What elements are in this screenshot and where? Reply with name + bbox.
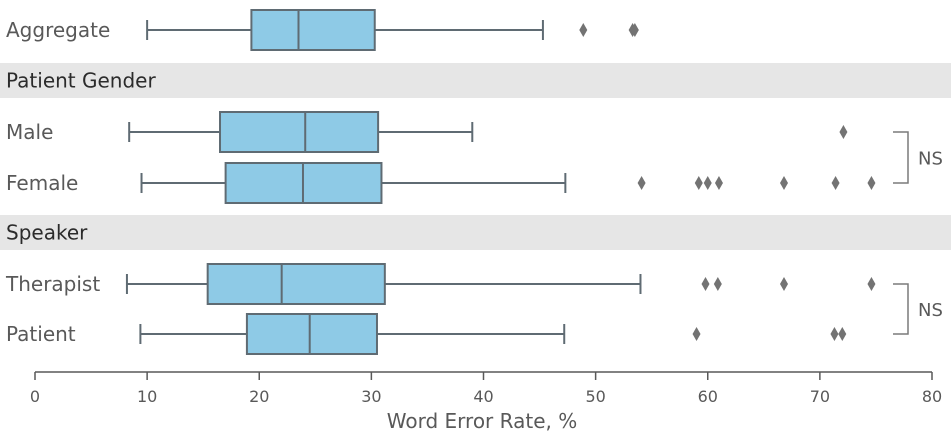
ns-label: NS	[918, 300, 943, 321]
x-tick-label: 10	[137, 387, 157, 406]
outlier-point	[838, 327, 847, 341]
row-label: Male	[6, 120, 53, 144]
outlier-point	[703, 176, 712, 190]
box-row: Aggregate	[6, 9, 639, 51]
x-axis: 0 10 20 30 40 50 60 70 80	[30, 371, 942, 406]
x-tick-label: 50	[585, 387, 605, 406]
outlier-point	[831, 176, 840, 190]
outlier-point	[701, 277, 710, 291]
outlier-point	[637, 176, 646, 190]
row-label: Female	[6, 171, 78, 195]
box-row: Therapist	[5, 263, 876, 305]
x-tick-label: 80	[922, 387, 942, 406]
significance-brackets: NS NS	[893, 131, 943, 335]
outlier-point	[630, 23, 639, 37]
iqr-box	[219, 111, 380, 153]
ns-bracket	[893, 131, 909, 184]
box-row: Female	[6, 162, 876, 204]
box-row: Male	[6, 111, 848, 153]
outlier-point	[867, 277, 876, 291]
outlier-point	[692, 327, 701, 341]
row-label: Patient	[6, 322, 76, 346]
row-label: Therapist	[5, 272, 100, 296]
x-tick-label: 70	[810, 387, 830, 406]
outlier-point	[579, 23, 588, 37]
outlier-point	[714, 176, 723, 190]
section-bands: Patient Gender Speaker	[0, 63, 951, 250]
x-tick-label: 60	[698, 387, 718, 406]
outlier-point	[779, 277, 788, 291]
section-band	[0, 63, 951, 98]
x-tick-label: 20	[249, 387, 269, 406]
ns-label: NS	[918, 149, 943, 170]
outlier-point	[839, 125, 848, 139]
x-axis-title: Word Error Rate, %	[387, 409, 577, 433]
iqr-box	[245, 313, 378, 355]
iqr-box	[206, 263, 386, 305]
outlier-point	[694, 176, 703, 190]
ns-bracket	[893, 283, 909, 335]
iqr-box	[250, 9, 376, 51]
outlier-point	[779, 176, 788, 190]
x-tick-label: 30	[361, 387, 381, 406]
row-label: Aggregate	[6, 18, 110, 42]
outlier-point	[830, 327, 839, 341]
box-rows: Aggregate Male Female Therapist Patient	[5, 9, 876, 355]
section-title: Patient Gender	[6, 69, 156, 93]
x-tick-label: 40	[473, 387, 493, 406]
x-tick-label: 0	[30, 387, 40, 406]
outlier-point	[867, 176, 876, 190]
box-row: Patient	[6, 313, 847, 355]
section-band	[0, 215, 951, 250]
section-title: Speaker	[6, 221, 88, 245]
outlier-point	[713, 277, 722, 291]
